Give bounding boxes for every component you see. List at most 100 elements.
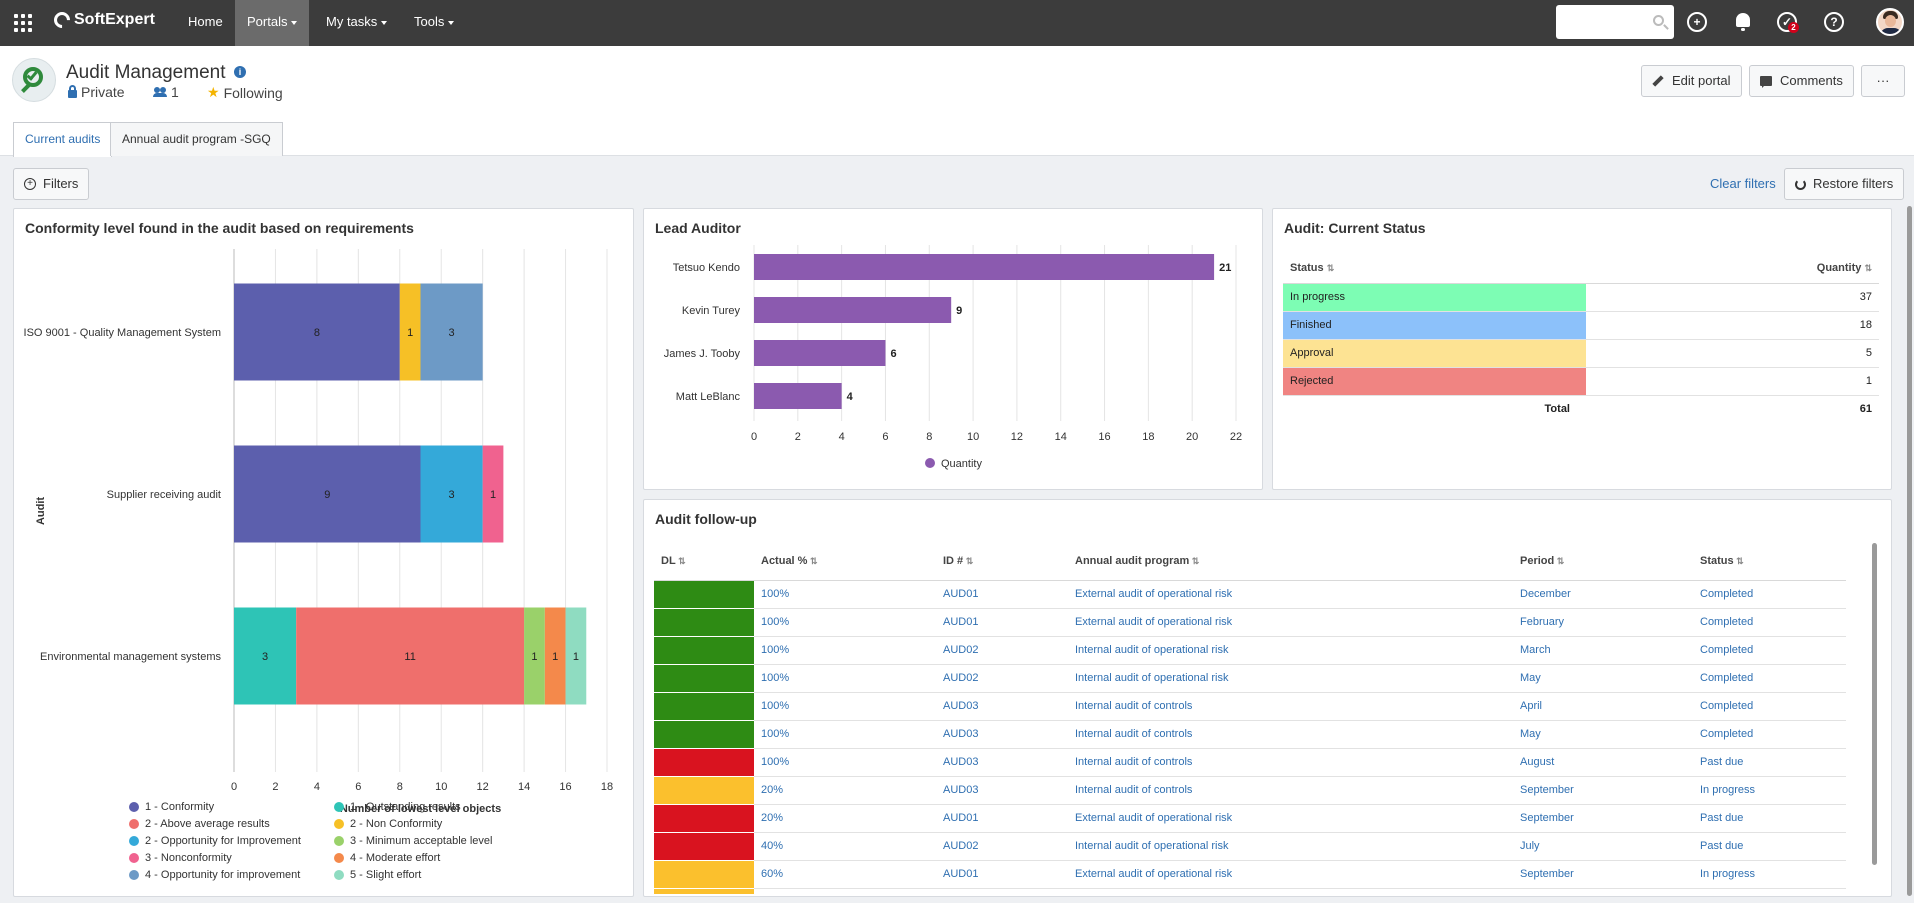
- tab-current-audits[interactable]: Current audits: [13, 122, 113, 157]
- cell-period[interactable]: May: [1513, 720, 1693, 749]
- legend-label[interactable]: Quantity: [941, 458, 982, 470]
- cell-id[interactable]: AUD03: [936, 720, 1068, 749]
- cell-status[interactable]: In progress: [1693, 776, 1846, 805]
- nav-home[interactable]: Home: [176, 0, 235, 46]
- cell-program[interactable]: External audit of operational risk: [1068, 580, 1513, 609]
- cell-id[interactable]: AUD01: [936, 580, 1068, 609]
- cell-actual[interactable]: 100%: [754, 608, 936, 637]
- legend-item[interactable]: 5 - Slight effort: [334, 869, 421, 881]
- bar-segment[interactable]: [234, 445, 421, 543]
- bar-segment[interactable]: [482, 445, 504, 543]
- cell-id[interactable]: AUD02: [936, 832, 1068, 861]
- cell-actual[interactable]: 40%: [754, 832, 936, 861]
- bar-segment[interactable]: [234, 283, 400, 381]
- restore-filters-button[interactable]: Restore filters: [1784, 168, 1905, 200]
- quantity-column-header[interactable]: Quantity ⇅: [1586, 253, 1879, 284]
- question-icon[interactable]: ?: [1824, 12, 1844, 32]
- table-row[interactable]: 100% AUD01 External audit of operational r…: [654, 580, 1846, 609]
- cell-actual[interactable]: 100%: [754, 748, 936, 777]
- cell-id[interactable]: AUD01: [936, 804, 1068, 833]
- bar-segment[interactable]: [296, 607, 525, 705]
- cell-actual[interactable]: 100%: [754, 664, 936, 693]
- bar-segment[interactable]: [234, 607, 297, 705]
- cell-status[interactable]: Completed: [1693, 692, 1846, 721]
- cell-id[interactable]: AUD02: [936, 664, 1068, 693]
- cell-actual[interactable]: 100%: [754, 636, 936, 665]
- cell-period[interactable]: December: [1513, 580, 1693, 609]
- bar-segment[interactable]: [544, 607, 566, 705]
- bar-segment[interactable]: [524, 607, 545, 705]
- members-indicator[interactable]: 1: [153, 84, 179, 100]
- legend-item[interactable]: 2 - Non Conformity: [334, 818, 442, 830]
- legend-item[interactable]: 3 - Nonconformity: [129, 852, 232, 864]
- cell-program[interactable]: Internal audit of operational risk: [1068, 636, 1513, 665]
- auditor-bar[interactable]: [754, 254, 1215, 280]
- brand-logo[interactable]: SoftExpert: [50, 8, 155, 32]
- apps-grid-icon[interactable]: [14, 14, 32, 32]
- auditor-bar[interactable]: [754, 297, 952, 323]
- cell-id[interactable]: AUD01: [936, 860, 1068, 889]
- cell-status[interactable]: Completed: [1693, 636, 1846, 665]
- cell-actual[interactable]: 100%: [754, 580, 936, 609]
- cell-program[interactable]: Internal audit of controls: [1068, 692, 1513, 721]
- legend-item[interactable]: 2 - Above average results: [129, 818, 270, 830]
- tab-annual-audit-program[interactable]: Annual audit program -SGQ: [110, 122, 283, 156]
- cell-actual[interactable]: 100%: [754, 720, 936, 749]
- column-header[interactable]: ID # ⇅: [936, 542, 1068, 581]
- cell-period[interactable]: September: [1513, 776, 1693, 805]
- cell-actual[interactable]: 100%: [754, 692, 936, 721]
- legend-item[interactable]: 1 - Outstanding results: [334, 801, 461, 813]
- table-row[interactable]: 100% AUD02 Internal audit of operational r…: [654, 636, 1846, 665]
- table-row[interactable]: 40% AUD02 Internal audit of operational ri…: [654, 832, 1846, 861]
- cell-program[interactable]: External audit of operational risk: [1068, 860, 1513, 889]
- cell-program[interactable]: Internal audit of controls: [1068, 776, 1513, 805]
- cell-status[interactable]: Completed: [1693, 664, 1846, 693]
- cell-id[interactable]: [936, 888, 1068, 894]
- cell-id[interactable]: AUD03: [936, 748, 1068, 777]
- bar-segment[interactable]: [420, 445, 483, 543]
- cell-program[interactable]: Internal audit of controls: [1068, 748, 1513, 777]
- help-check-icon[interactable]: ✓ 2: [1777, 12, 1799, 33]
- cell-status[interactable]: Past due: [1693, 832, 1846, 861]
- status-row[interactable]: Rejected 1: [1283, 367, 1879, 396]
- avatar[interactable]: [1876, 8, 1904, 36]
- bar-segment[interactable]: [420, 283, 483, 381]
- cell-status[interactable]: Past due: [1693, 748, 1846, 777]
- cell-period[interactable]: [1513, 888, 1693, 894]
- table-row[interactable]: 100% AUD02 Internal audit of operational r…: [654, 664, 1846, 693]
- cell-actual[interactable]: 60%: [754, 860, 936, 889]
- bar-segment[interactable]: [399, 283, 421, 381]
- column-header[interactable]: Actual % ⇅: [754, 542, 936, 581]
- table-row[interactable]: 100% AUD01 External audit of operational r…: [654, 608, 1846, 637]
- cell-period[interactable]: August: [1513, 748, 1693, 777]
- cell-program[interactable]: [1068, 888, 1513, 894]
- cell-period[interactable]: February: [1513, 608, 1693, 637]
- edit-portal-button[interactable]: Edit portal: [1641, 65, 1742, 97]
- follow-up-scrollbar[interactable]: [1872, 543, 1877, 865]
- status-row[interactable]: Approval 5: [1283, 339, 1879, 368]
- cell-program[interactable]: Internal audit of operational risk: [1068, 664, 1513, 693]
- page-scrollbar[interactable]: [1907, 206, 1912, 896]
- nav-portals[interactable]: Portals: [235, 0, 310, 46]
- nav-tools[interactable]: Tools: [402, 0, 466, 46]
- cell-status[interactable]: Completed: [1693, 580, 1846, 609]
- search-icon[interactable]: [1653, 15, 1664, 26]
- filters-button[interactable]: + Filters: [13, 168, 90, 200]
- global-search-input[interactable]: [1556, 5, 1674, 39]
- cell-status[interactable]: In progress: [1693, 860, 1846, 889]
- cell-period[interactable]: May: [1513, 664, 1693, 693]
- legend-item[interactable]: 4 - Moderate effort: [334, 852, 440, 864]
- table-row[interactable]: 100% AUD03 Internal audit of controls Augus…: [654, 748, 1846, 777]
- more-options-button[interactable]: ···: [1861, 65, 1905, 97]
- status-column-header[interactable]: Status ⇅: [1283, 253, 1586, 284]
- column-header[interactable]: Annual audit program ⇅: [1068, 542, 1513, 581]
- cell-status[interactable]: [1693, 888, 1846, 894]
- add-circle-icon[interactable]: +: [1687, 12, 1707, 32]
- cell-program[interactable]: External audit of operational risk: [1068, 608, 1513, 637]
- cell-period[interactable]: March: [1513, 636, 1693, 665]
- table-row[interactable]: 100% AUD03 Internal audit of controls April…: [654, 692, 1846, 721]
- cell-period[interactable]: September: [1513, 804, 1693, 833]
- column-header[interactable]: Period ⇅: [1513, 542, 1693, 581]
- cell-id[interactable]: AUD02: [936, 636, 1068, 665]
- cell-period[interactable]: April: [1513, 692, 1693, 721]
